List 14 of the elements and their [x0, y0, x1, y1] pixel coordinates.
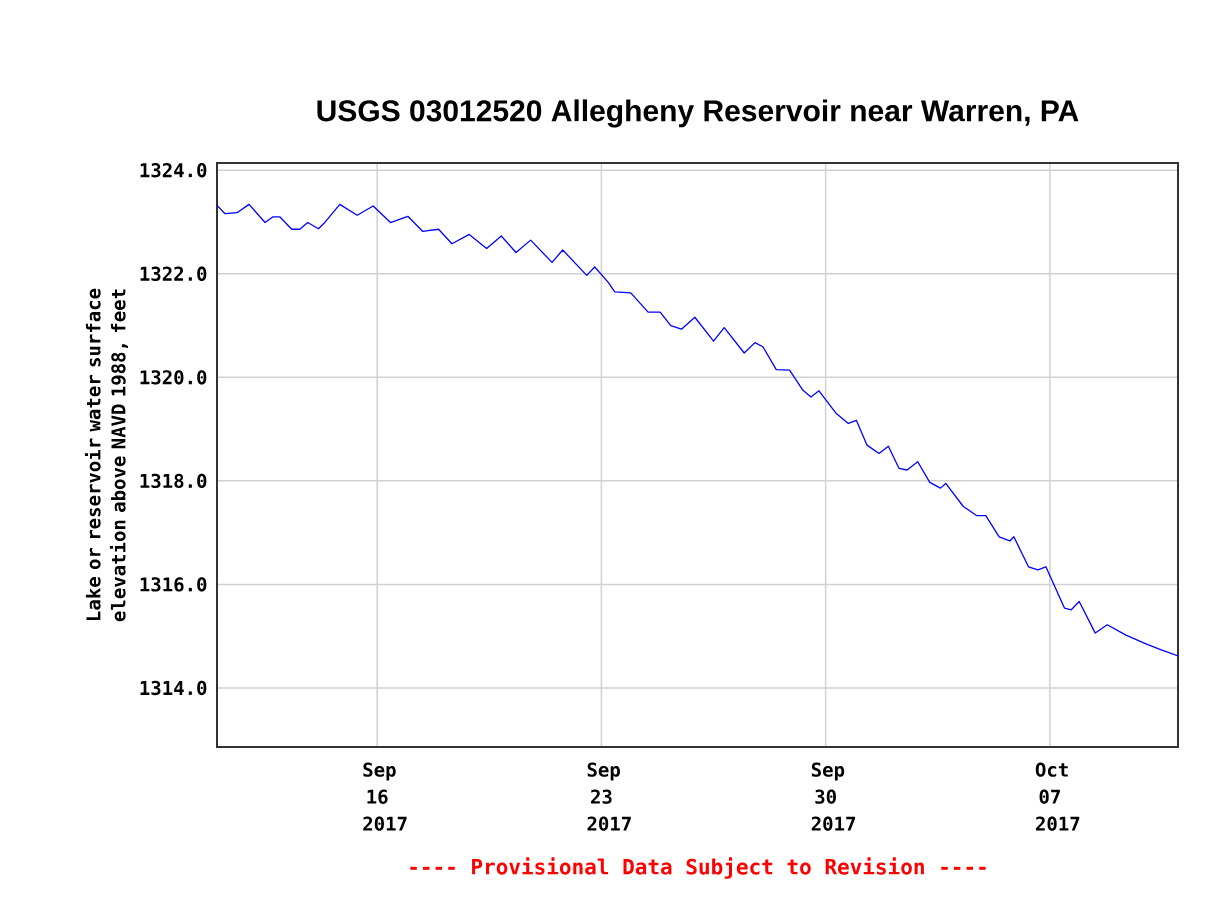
x-tick-label: Sep 16 2017 — [363, 762, 407, 831]
y-tick-label: 1318.0 — [140, 473, 207, 489]
y-tick-label: 1316.0 — [140, 577, 207, 592]
line-series — [217, 203, 1179, 657]
y-tick-label: 1324.0 — [140, 163, 207, 178]
y-tick-label: 1320.0 — [140, 370, 207, 385]
x-tick-label: Sep 23 2017 — [587, 762, 631, 831]
y-tick-label: 1322.0 — [140, 266, 207, 281]
text: ---- Provisional Data Subject to Revision ---- — [410, 857, 986, 879]
y-axis-title: Lake or reservoir water surface elevation above NAVD 1988, feet — [84, 288, 129, 622]
x-tick-label: Oct 07 2017 — [1035, 762, 1080, 831]
y-tick-label: 1314.0 — [140, 680, 207, 696]
x-tick-label: Sep 30 2017 — [811, 762, 856, 831]
chart-title: USGS 03012520 Allegheny Reservoir near Warren, PA — [317, 99, 1079, 128]
